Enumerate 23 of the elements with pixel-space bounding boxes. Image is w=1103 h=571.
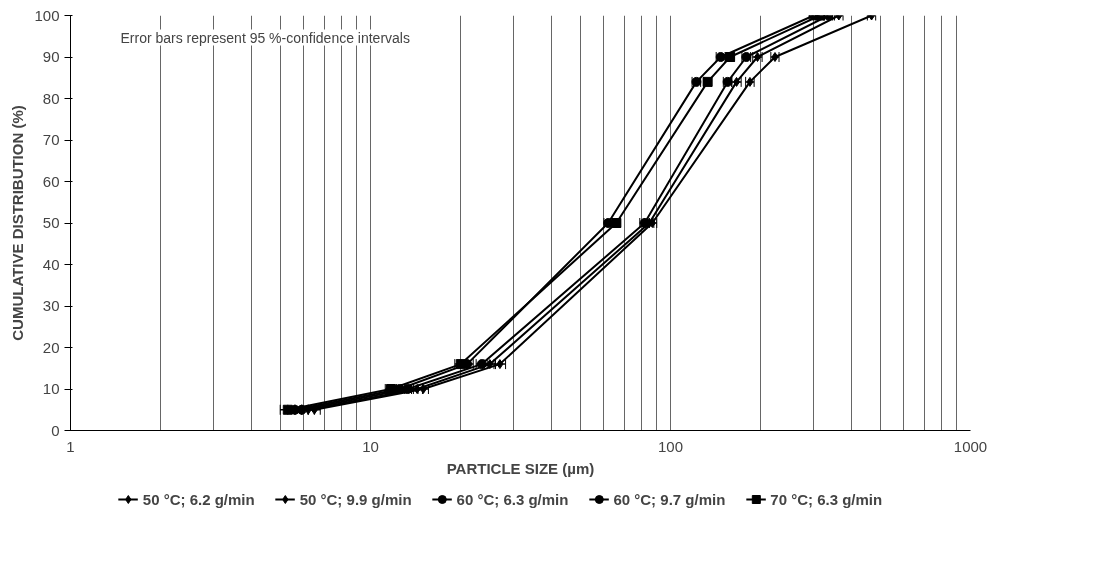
legend-label: 50 °C; 6.2 g/min [142,490,255,508]
y-tick-label: 20 [42,338,60,356]
x-tick-label: 100 [657,437,684,455]
legend-label: 50 °C; 9.9 g/min [299,490,412,508]
y-tick-label: 90 [42,48,60,65]
legend-label: 70 °C; 6.3 g/min [770,490,883,508]
x-tick-label: 1000 [953,437,988,455]
legend-label: 60 °C; 6.3 g/min [456,490,569,508]
legend-label: 60 °C; 9.7 g/min [613,490,726,508]
x-tick-label: 10 [362,437,379,455]
y-tick-label: 80 [42,89,60,107]
y-tick-label: 30 [42,297,60,314]
y-tick-label: 0 [51,421,60,439]
y-tick-label: 40 [42,255,60,273]
x-axis-title: PARTICLE SIZE (µm) [446,459,595,477]
x-tick-label: 1 [66,437,75,455]
y-tick-label: 50 [42,214,60,231]
y-tick-label: 70 [42,131,60,148]
y-tick-label: 60 [42,172,60,190]
y-axis-title: CUMULATIVE DISTRIBUTION (%) [9,105,27,341]
y-tick-label: 100 [34,6,60,24]
y-tick-label: 10 [42,380,60,397]
annotation: Error bars represent 95 %-confidence intervals [120,29,410,46]
